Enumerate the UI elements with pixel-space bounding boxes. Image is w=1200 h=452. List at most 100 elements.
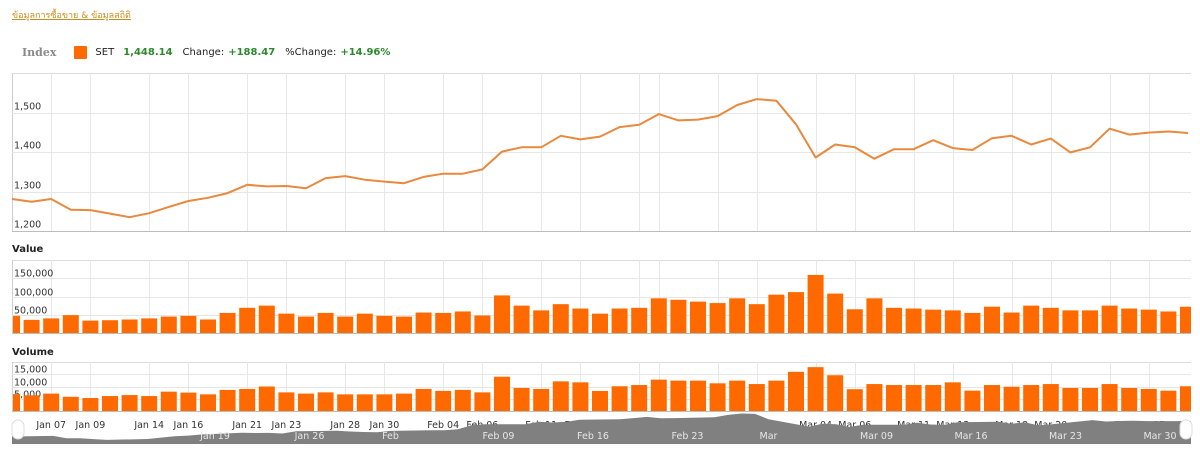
value-bar[interactable] [1140,309,1157,333]
value-bar[interactable] [317,312,334,333]
volume-bar[interactable] [886,385,902,411]
volume-bar[interactable] [337,394,354,411]
value-bar[interactable] [435,312,452,333]
value-bar[interactable] [62,315,79,333]
volume-bar[interactable] [239,388,256,411]
volume-bar[interactable] [317,392,334,411]
value-bar[interactable] [1160,311,1177,333]
volume-bar[interactable] [552,381,569,411]
value-bar[interactable] [356,313,373,333]
volume-bar[interactable] [82,398,99,411]
value-bar[interactable] [631,307,648,333]
value-bar[interactable] [944,310,961,333]
index-point[interactable] [243,181,251,189]
value-bar[interactable] [513,305,530,333]
volume-bar[interactable] [1180,386,1191,411]
index-point[interactable] [498,148,506,156]
value-bar[interactable] [729,298,746,333]
value-bar[interactable] [1082,310,1098,333]
index-point[interactable] [753,95,761,103]
value-bar[interactable] [415,312,432,333]
volume-bar[interactable] [415,388,432,411]
index-point[interactable] [635,121,643,129]
value-bar[interactable] [219,312,236,333]
index-point[interactable] [420,173,428,181]
index-point[interactable] [968,146,976,154]
index-point[interactable] [655,110,663,118]
index-point[interactable] [204,194,212,202]
value-bar[interactable] [592,313,608,333]
volume-bar[interactable] [23,395,40,411]
index-point[interactable] [400,179,408,187]
volume-bar[interactable] [748,384,765,411]
volume-bar[interactable] [1082,387,1098,411]
index-point[interactable] [929,136,937,144]
value-bar[interactable] [474,315,491,333]
volume-bar[interactable] [905,385,922,411]
index-point[interactable] [126,213,134,221]
index-point[interactable] [557,132,565,140]
index-point[interactable] [263,182,271,190]
index-point[interactable] [322,174,330,182]
index-point[interactable] [380,178,388,186]
volume-bar[interactable] [494,376,510,411]
volume-bar[interactable] [944,382,961,411]
value-bar[interactable] [964,312,981,333]
legend-swatch-set[interactable] [74,45,88,59]
value-bar[interactable] [102,320,118,333]
value-bar[interactable] [709,303,726,333]
volume-bar[interactable] [258,386,275,412]
volume-bar[interactable] [1062,387,1079,411]
volume-bar[interactable] [435,390,452,411]
volume-bar[interactable] [1042,384,1059,411]
value-bar[interactable] [43,318,60,333]
value-bar[interactable] [552,304,569,333]
index-point[interactable] [184,197,192,205]
index-point[interactable] [86,206,94,214]
value-bar[interactable] [1003,312,1020,333]
index-point[interactable] [576,135,584,143]
index-point[interactable] [1047,135,1055,143]
volume-bar[interactable] [356,394,373,411]
volume-bar[interactable] [180,392,197,411]
value-bar[interactable] [748,304,765,333]
value-bar[interactable] [788,292,804,333]
index-point[interactable] [792,120,800,128]
index-point[interactable] [1066,148,1074,156]
index-point[interactable] [694,116,702,124]
volume-bar[interactable] [298,393,314,411]
volume-bar[interactable] [396,393,412,411]
index-point[interactable] [1008,132,1016,140]
index-point[interactable] [28,198,36,206]
index-point[interactable] [8,195,16,203]
value-bar[interactable] [925,309,942,333]
index-point[interactable] [1106,125,1114,133]
volume-bar[interactable] [984,385,1000,411]
value-bar[interactable] [533,310,550,333]
value-bar[interactable] [494,295,510,333]
volume-bar[interactable] [670,380,687,411]
value-bar[interactable] [180,315,197,333]
value-bar[interactable] [846,309,863,333]
legend-series-name[interactable]: SET [95,46,115,58]
index-point[interactable] [478,165,486,173]
value-bar[interactable] [337,316,354,333]
volume-bar[interactable] [964,390,981,411]
value-bar[interactable] [984,306,1000,333]
index-point[interactable] [890,145,898,153]
index-point[interactable] [106,210,114,218]
index-point[interactable] [47,195,55,203]
index-point[interactable] [1184,129,1192,137]
volume-bar[interactable] [474,392,491,411]
navigator-left-handle[interactable] [11,419,25,440]
volume-bar[interactable] [611,386,628,411]
volume-bar[interactable] [1023,385,1040,411]
volume-bar[interactable] [454,389,471,411]
value-bar[interactable] [82,320,99,333]
volume-bar[interactable] [102,396,118,411]
index-point[interactable] [1164,127,1172,135]
index-point[interactable] [1027,140,1035,148]
index-point[interactable] [674,116,682,124]
index-point[interactable] [302,184,310,192]
